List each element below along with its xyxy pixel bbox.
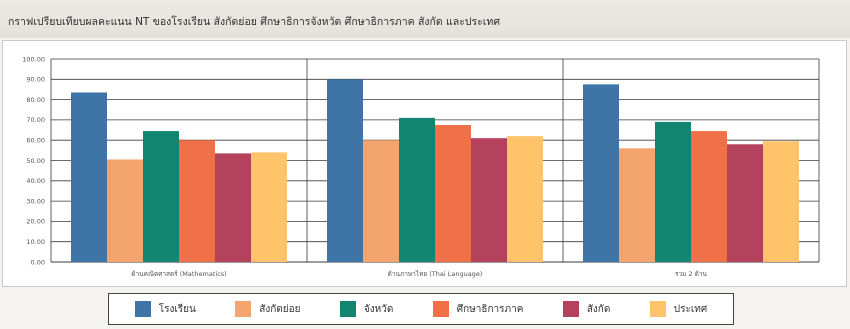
bar — [399, 117, 435, 263]
legend-item: ประเทศ — [649, 301, 708, 317]
y-tick-label: 20.00 — [26, 218, 45, 226]
y-tick-label: 50.00 — [26, 157, 45, 165]
legend-label: สังกัด — [586, 303, 611, 315]
bar — [179, 140, 215, 262]
bar — [655, 121, 691, 263]
legend-label: จังหวัด — [363, 303, 394, 315]
legend-label: สังกัดย่อย — [259, 303, 301, 315]
x-category-label: รวม 2 ด้าน — [675, 270, 708, 278]
chart-frame: 0.00 10.00 20.00 30.00 40.00 50.00 60.00 70.00 8… — [2, 40, 847, 287]
y-tick-label: 60.00 — [26, 137, 45, 145]
legend-swatch — [235, 301, 252, 317]
bar — [507, 136, 543, 262]
y-tick-label: 10.00 — [26, 238, 45, 246]
bar — [727, 144, 763, 262]
bar — [107, 159, 143, 262]
bar-chart: 0.00 10.00 20.00 30.00 40.00 50.00 60.00 70.00 8… — [22, 55, 820, 278]
bar — [619, 148, 655, 262]
y-tick-label: 70.00 — [26, 116, 45, 124]
bar — [691, 131, 727, 262]
legend-item: สังกัด — [562, 301, 611, 317]
bar — [363, 140, 399, 262]
legend-item: จังหวัด — [339, 301, 394, 317]
legend-label: ศึกษาธิการภาค — [456, 303, 524, 315]
chart-title: กราฟเปรียบเทียบผลคะแนน NT ของโรงเรียน สั… — [8, 16, 500, 28]
bar — [251, 152, 287, 262]
y-tick-label: 30.00 — [26, 197, 45, 205]
legend-label: ประเทศ — [673, 303, 708, 315]
legend-item: โรงเรียน — [134, 301, 196, 317]
y-tick-label: 40.00 — [26, 177, 45, 185]
bar — [435, 124, 471, 262]
bar — [763, 141, 799, 262]
bar — [583, 84, 619, 262]
y-tick-label: 0.00 — [31, 258, 45, 266]
bar — [143, 131, 179, 262]
legend-item: สังกัดย่อย — [235, 301, 300, 317]
legend-swatch — [562, 301, 579, 317]
legend-swatch — [339, 301, 356, 317]
legend-label: โรงเรียน — [158, 303, 196, 315]
bar — [71, 92, 107, 262]
chart-legend: โรงเรียน สังกัดย่อย จังหวัด ศึกษาธิการภาค สั… — [108, 293, 734, 325]
bar — [471, 138, 507, 262]
x-category-label: ด้านคณิตศาสตร์ (Mathematics) — [131, 270, 226, 278]
legend-swatch — [649, 301, 666, 317]
bar — [215, 153, 251, 262]
x-category-label: ด้านภาษาไทย (Thai Language) — [388, 270, 483, 278]
y-tick-label: 80.00 — [26, 96, 45, 104]
y-tick-label: 90.00 — [26, 76, 45, 84]
legend-swatch — [134, 301, 151, 317]
legend-swatch — [432, 301, 449, 317]
y-tick-label: 100.00 — [22, 55, 45, 63]
bar — [327, 79, 363, 262]
legend-item: ศึกษาธิการภาค — [432, 301, 524, 317]
chart-title-bar: กราฟเปรียบเทียบผลคะแนน NT ของโรงเรียน สั… — [0, 0, 850, 38]
